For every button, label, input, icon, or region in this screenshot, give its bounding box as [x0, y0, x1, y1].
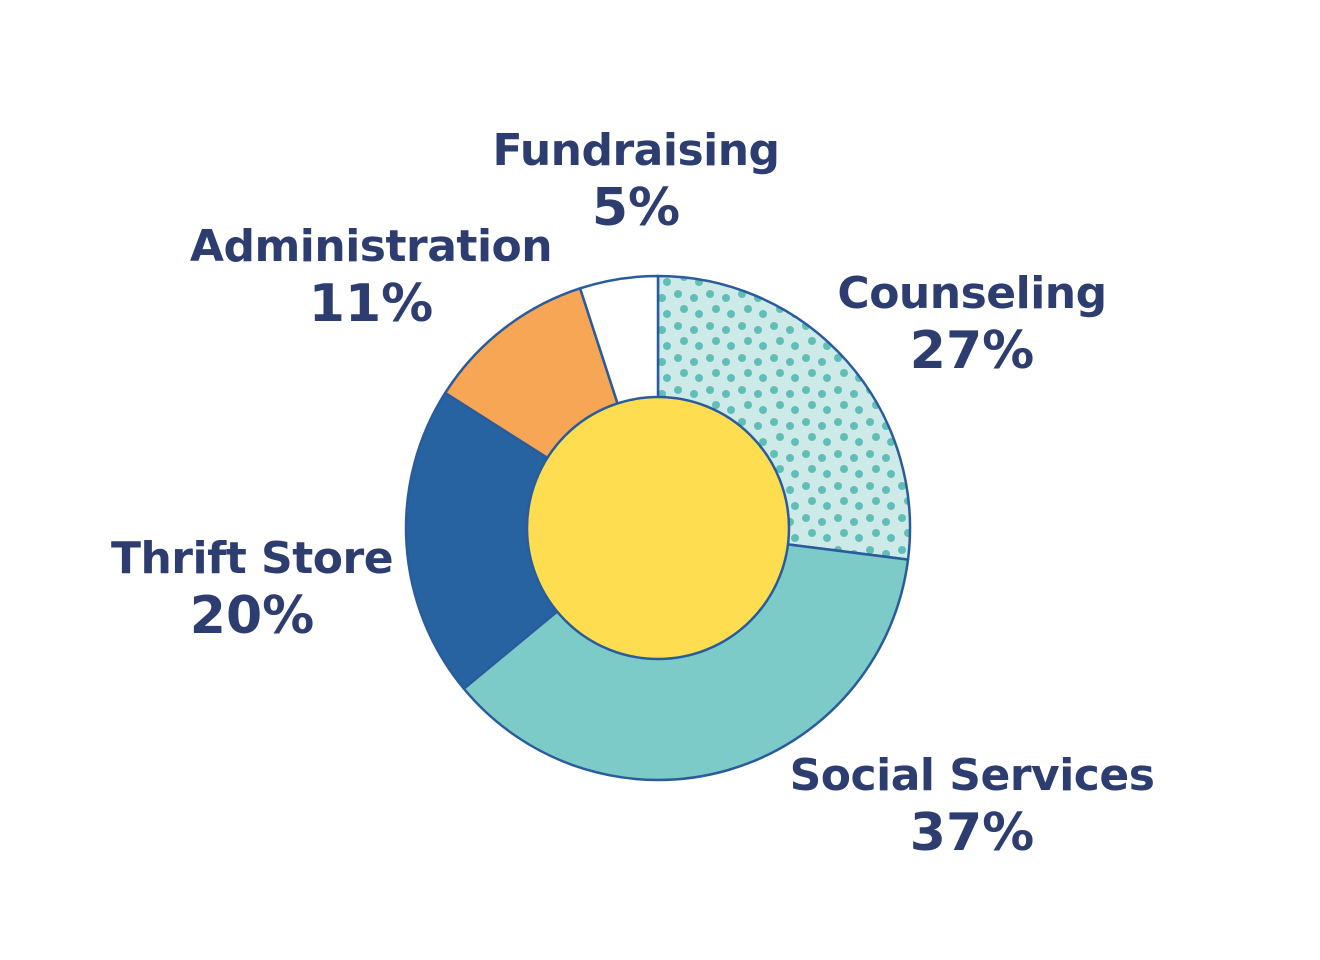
- label-social-services: Social Services 37%: [790, 750, 1155, 864]
- label-thrift-store: Thrift Store 20%: [110, 533, 394, 647]
- slice-name: Thrift Store: [110, 533, 394, 584]
- slice-percent: 27%: [909, 321, 1035, 381]
- slice-percent: 20%: [189, 586, 315, 646]
- slice-percent: 5%: [591, 178, 681, 238]
- slice-name: Administration: [189, 221, 553, 272]
- slice-name: Counseling: [837, 268, 1107, 319]
- slice-name: Social Services: [789, 750, 1155, 801]
- slice-percent: 37%: [909, 803, 1035, 863]
- label-counseling: Counseling 27%: [837, 268, 1107, 382]
- slice-name: Fundraising: [492, 125, 780, 176]
- slice-percent: 11%: [308, 274, 434, 334]
- label-fundraising: Fundraising 5%: [492, 125, 780, 239]
- donut-center: [525, 395, 791, 661]
- label-administration: Administration 11%: [189, 221, 553, 335]
